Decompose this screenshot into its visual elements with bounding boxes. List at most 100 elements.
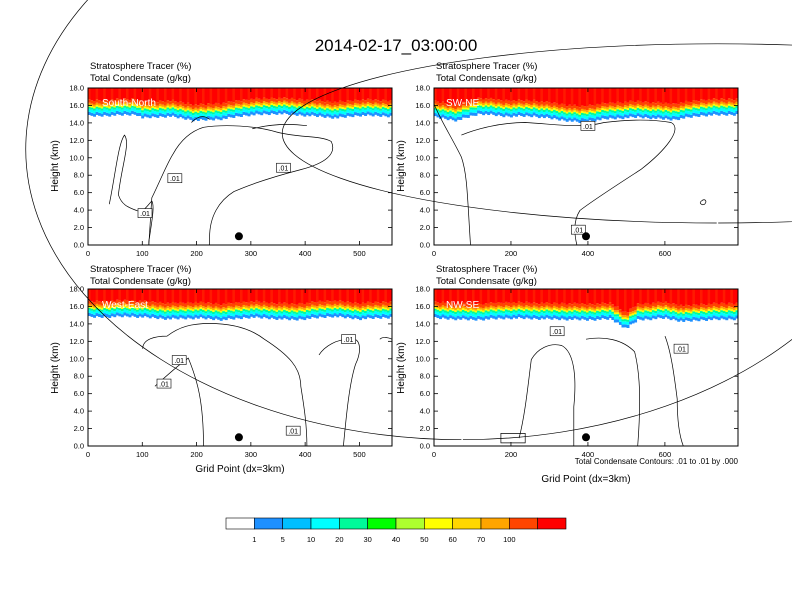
tracer-band [95, 300, 99, 304]
tracer-band [120, 100, 124, 104]
tracer-band [115, 303, 119, 306]
tracer-band [634, 310, 638, 313]
tracer-band [305, 109, 309, 113]
tracer-band [247, 312, 251, 316]
tracer-band [186, 110, 190, 113]
tracer-band [479, 307, 483, 310]
tracer-band [654, 112, 658, 116]
tracer-band [545, 289, 549, 303]
tracer-band [326, 113, 330, 117]
tracer-band [110, 88, 114, 100]
tracer-band [482, 314, 486, 318]
tracer-band [474, 314, 478, 318]
tracer-band [636, 306, 640, 309]
tracer-band [105, 308, 109, 311]
tracer-band [202, 113, 205, 117]
tracer-band [441, 105, 445, 108]
tracer-band [664, 309, 668, 312]
tracer-band [578, 304, 582, 309]
tracer-band [257, 98, 261, 103]
tracer-band [318, 308, 322, 311]
tracer-band [359, 104, 362, 107]
tracer-band [133, 308, 137, 311]
tracer-band [316, 315, 319, 319]
tracer-band [504, 307, 508, 310]
tracer-band [489, 103, 493, 106]
tracer-band [677, 289, 681, 307]
tracer-band [654, 103, 658, 107]
tracer-band [537, 108, 541, 110]
tracer-band [209, 289, 213, 304]
tracer-band [461, 107, 465, 110]
tracer-band [727, 105, 731, 108]
tracer-band [90, 88, 94, 101]
tracer-band [366, 301, 370, 306]
tracer-band [313, 88, 317, 101]
tracer-band [527, 306, 531, 309]
tracer-band [141, 307, 145, 310]
tracer-band [272, 312, 276, 316]
tracer-band [449, 302, 453, 306]
tracer-band [214, 108, 218, 111]
tracer-band [722, 303, 726, 308]
tracer-band [641, 88, 645, 103]
tracer-band [93, 314, 96, 318]
tracer-band [270, 311, 274, 315]
tracer-band [482, 102, 486, 106]
tracer-band [103, 108, 107, 112]
tracer-band [573, 315, 577, 319]
panel-field-title-1: Stratosphere Tracer (%) [90, 61, 191, 72]
tracer-band [548, 303, 551, 307]
tracer-band [146, 301, 150, 306]
tracer-band [293, 311, 297, 314]
tracer-band [194, 104, 198, 108]
tracer-band [644, 110, 648, 114]
tracer-band [194, 109, 198, 112]
tracer-band [361, 102, 365, 105]
y-tick-label: 18.0 [415, 285, 430, 294]
panel-field-title-1: Stratosphere Tracer (%) [436, 264, 537, 275]
tracer-band [316, 110, 319, 114]
tracer-band [667, 303, 670, 307]
tracer-band [123, 309, 127, 313]
tracer-band [359, 113, 362, 117]
tracer-band [100, 110, 104, 114]
tracer-band [202, 88, 205, 105]
tracer-band [196, 88, 200, 106]
tracer-band [634, 114, 638, 118]
tracer-band [732, 317, 736, 321]
tracer-band [255, 289, 259, 301]
tracer-band [672, 315, 676, 319]
tracer-band [707, 106, 711, 109]
tracer-band [141, 309, 145, 312]
tracer-band [669, 314, 673, 318]
tracer-band [331, 309, 335, 312]
tracer-band [300, 309, 304, 312]
tracer-band [260, 310, 264, 313]
tracer-band [629, 318, 632, 322]
tracer-band [449, 103, 453, 107]
tracer-band [323, 307, 327, 310]
tracer-band [732, 311, 736, 315]
tracer-band [705, 100, 708, 105]
tracer-band [631, 88, 635, 102]
tracer-band [504, 305, 508, 308]
tracer-band [530, 313, 534, 317]
tracer-band [222, 311, 226, 314]
tracer-band [234, 289, 238, 302]
tracer-band [646, 311, 650, 314]
tracer-band [730, 99, 734, 103]
tracer-band [128, 289, 132, 302]
tracer-band [260, 308, 264, 311]
tracer-band [477, 315, 480, 319]
tracer-band [598, 307, 602, 310]
tracer-band [646, 105, 650, 109]
tracer-band [204, 313, 208, 317]
tracer-band [537, 105, 541, 109]
tracer-band [621, 321, 625, 325]
tracer-band [697, 108, 701, 111]
tracer-band [217, 289, 221, 305]
tracer-band [532, 88, 536, 100]
tracer-band [522, 303, 526, 307]
tracer-band [113, 301, 117, 305]
